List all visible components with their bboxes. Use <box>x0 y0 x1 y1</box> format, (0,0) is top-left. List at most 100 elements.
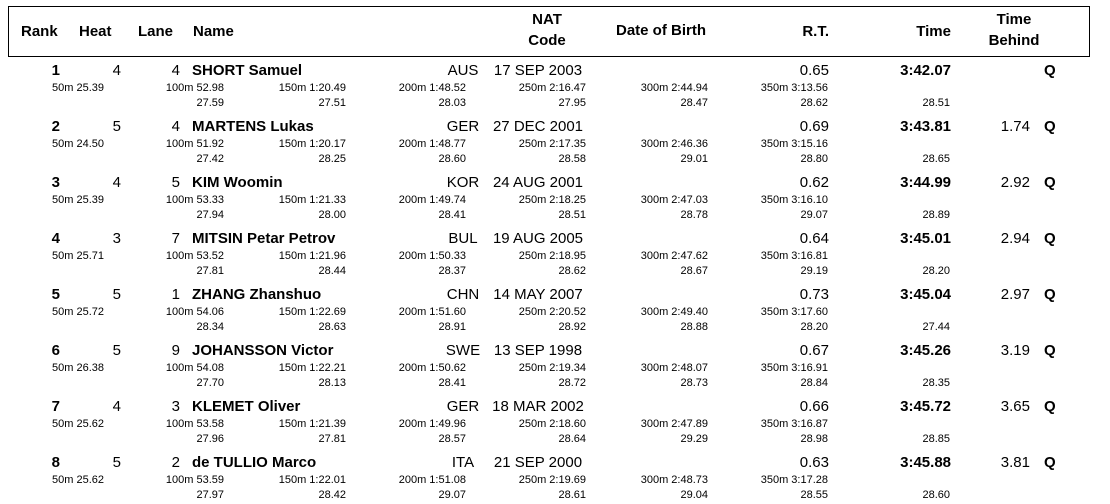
split-200m: 200m 1:49.96 <box>398 418 466 430</box>
rank: 2 <box>51 118 60 135</box>
lap-250m: 27.95 <box>558 97 586 109</box>
nat-code: KOR <box>446 174 480 191</box>
results-header: Rank Heat Lane Name NAT Code Date of Bir… <box>8 6 1090 57</box>
split-50m: 50m 25.62 <box>52 474 104 486</box>
lap-300m: 29.29 <box>680 433 708 445</box>
split-300m: 300m 2:48.73 <box>640 474 708 486</box>
date-of-birth: 21 SEP 2000 <box>493 454 583 471</box>
lap-300m: 28.47 <box>680 97 708 109</box>
lap-150m: 28.25 <box>318 153 346 165</box>
lap-100m: 27.97 <box>196 489 224 501</box>
split-100m: 100m 53.58 <box>165 418 224 430</box>
heat: 4 <box>112 62 121 79</box>
split-300m: 300m 2:47.03 <box>640 194 708 206</box>
final-time: 3:42.07 <box>900 62 951 79</box>
split-150m: 150m 1:21.96 <box>278 250 346 262</box>
lap-200m: 29.07 <box>438 489 466 501</box>
time-behind: 2.97 <box>1000 286 1030 303</box>
time-behind: 2.94 <box>1000 230 1030 247</box>
lap-150m: 28.63 <box>318 321 346 333</box>
split-300m: 300m 2:47.62 <box>640 250 708 262</box>
split-250m: 250m 2:18.60 <box>518 418 586 430</box>
split-200m: 200m 1:48.52 <box>398 82 466 94</box>
split-150m: 150m 1:21.33 <box>278 194 346 206</box>
lap-400m: 28.65 <box>922 153 950 165</box>
heat: 5 <box>112 342 121 359</box>
athlete-name: de TULLIO Marco <box>192 454 317 471</box>
lap-100m: 27.96 <box>196 433 224 445</box>
nat-code: GER <box>446 398 480 415</box>
split-250m: 250m 2:20.52 <box>518 306 586 318</box>
nat-code: CHN <box>446 286 480 303</box>
lap-350m: 28.20 <box>800 321 828 333</box>
header-date-of-birth: Date of Birth <box>616 22 706 39</box>
split-300m: 300m 2:48.07 <box>640 362 708 374</box>
lap-100m: 27.59 <box>196 97 224 109</box>
lap-200m: 28.57 <box>438 433 466 445</box>
split-250m: 250m 2:19.69 <box>518 474 586 486</box>
split-150m: 150m 1:22.69 <box>278 306 346 318</box>
lap-250m: 28.72 <box>558 377 586 389</box>
split-50m: 50m 25.72 <box>52 306 104 318</box>
heat: 5 <box>112 286 121 303</box>
lap-400m: 28.85 <box>922 433 950 445</box>
lap-200m: 28.91 <box>438 321 466 333</box>
lap-100m: 27.42 <box>196 153 224 165</box>
header-behind-line2: Behind <box>988 32 1040 49</box>
split-200m: 200m 1:51.60 <box>398 306 466 318</box>
split-100m: 100m 51.92 <box>165 138 224 150</box>
lap-100m: 27.94 <box>196 209 224 221</box>
time-behind: 3.19 <box>1000 342 1030 359</box>
qualification-mark: Q <box>1044 454 1056 471</box>
lap-350m: 28.98 <box>800 433 828 445</box>
lap-250m: 28.92 <box>558 321 586 333</box>
time-behind: 1.74 <box>1000 118 1030 135</box>
split-150m: 150m 1:20.49 <box>278 82 346 94</box>
final-time: 3:45.72 <box>900 398 951 415</box>
lap-200m: 28.03 <box>438 97 466 109</box>
date-of-birth: 27 DEC 2001 <box>492 118 584 135</box>
lap-350m: 28.62 <box>800 97 828 109</box>
split-150m: 150m 1:22.01 <box>278 474 346 486</box>
reaction-time: 0.65 <box>799 62 829 79</box>
lane: 2 <box>171 454 180 471</box>
athlete-name: MARTENS Lukas <box>192 118 314 135</box>
split-150m: 150m 1:22.21 <box>278 362 346 374</box>
date-of-birth: 19 AUG 2005 <box>492 230 584 247</box>
nat-code: ITA <box>451 454 475 471</box>
split-350m: 350m 3:17.60 <box>760 306 828 318</box>
final-time: 3:44.99 <box>900 174 951 191</box>
lane: 4 <box>171 118 180 135</box>
split-200m: 200m 1:50.62 <box>398 362 466 374</box>
athlete-name: MITSIN Petar Petrov <box>192 230 336 247</box>
lap-300m: 28.88 <box>680 321 708 333</box>
lap-200m: 28.41 <box>438 209 466 221</box>
header-lane: Lane <box>138 23 174 40</box>
reaction-time: 0.62 <box>799 174 829 191</box>
rank: 3 <box>51 174 60 191</box>
split-350m: 350m 3:16.87 <box>760 418 828 430</box>
split-300m: 300m 2:49.40 <box>640 306 708 318</box>
lane: 5 <box>171 174 180 191</box>
lap-350m: 28.84 <box>800 377 828 389</box>
nat-code: SWE <box>445 342 481 359</box>
header-time: Time <box>916 23 951 40</box>
header-heat: Heat <box>79 23 112 40</box>
lap-150m: 28.42 <box>318 489 346 501</box>
athlete-name: KLEMET Oliver <box>192 398 301 415</box>
lap-400m: 28.51 <box>922 97 950 109</box>
heat: 5 <box>112 454 121 471</box>
lane: 1 <box>171 286 180 303</box>
athlete-name: JOHANSSON Victor <box>192 342 334 359</box>
split-100m: 100m 52.98 <box>165 82 224 94</box>
lane: 7 <box>171 230 180 247</box>
header-nat-line1: NAT <box>532 11 562 28</box>
split-150m: 150m 1:21.39 <box>278 418 346 430</box>
rank: 6 <box>51 342 60 359</box>
lap-400m: 28.35 <box>922 377 950 389</box>
split-50m: 50m 25.71 <box>52 250 104 262</box>
lane: 3 <box>171 398 180 415</box>
lap-300m: 29.01 <box>680 153 708 165</box>
athlete-name: ZHANG Zhanshuo <box>192 286 322 303</box>
split-350m: 350m 3:17.28 <box>760 474 828 486</box>
